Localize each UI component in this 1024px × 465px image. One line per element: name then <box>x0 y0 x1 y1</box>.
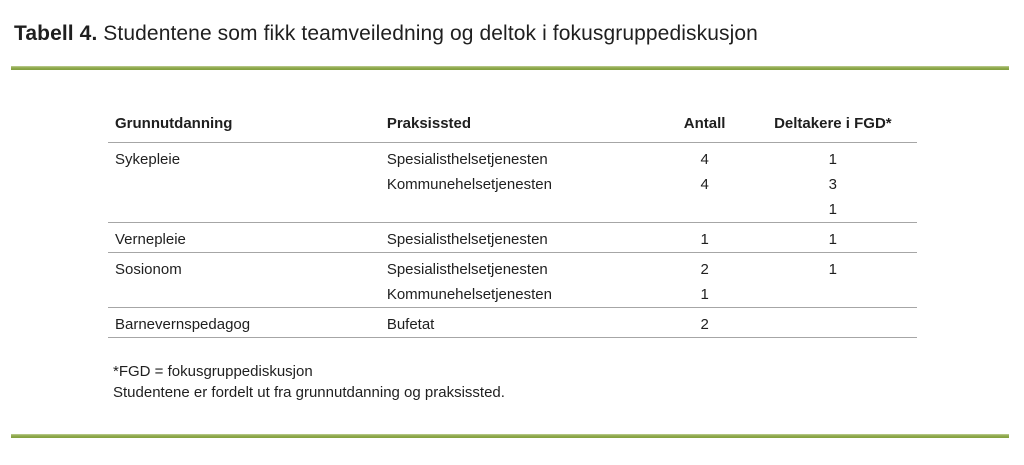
table-cell <box>108 172 380 197</box>
table-cell: Vernepleie <box>115 231 186 248</box>
footnote-line: Studentene er fordelt ut fra grunnutdann… <box>113 384 505 401</box>
table-container: Grunnutdanning Praksissted Antall Deltakere… <box>108 108 917 338</box>
table-cell <box>749 308 917 338</box>
table-row: Kommunehelsetjenesten 1 <box>108 282 917 308</box>
table-cell: Bufetat <box>386 316 435 333</box>
column-header: Grunnutdanning <box>108 108 380 143</box>
table-cell: Sosionom <box>115 261 182 278</box>
table-title-text: Studentene som fikk teamveiledning og de… <box>97 22 758 45</box>
bottom-green-rule <box>11 434 1009 438</box>
table-cell: 4 <box>700 151 709 168</box>
table-group: Barnevernspedagog Bufetat 2 <box>108 308 917 338</box>
table-row: Barnevernspedagog Bufetat 2 <box>108 308 917 338</box>
table-number-label: Tabell 4. <box>14 22 98 45</box>
table-cell <box>108 282 380 308</box>
footnote-line: *FGD = fokusgruppediskusjon <box>113 363 313 380</box>
table-cell: Spesialisthelsetjenesten <box>386 261 548 278</box>
table-cell: 1 <box>828 231 838 248</box>
top-green-rule <box>11 66 1009 70</box>
column-header: Deltakere i FGD* <box>748 108 917 143</box>
page-title: Tabell 4. Studentene som fikk teamveiled… <box>14 22 758 46</box>
table-row: Kommunehelsetjenesten 4 3 <box>108 172 917 197</box>
table-group: Vernepleie Spesialisthelsetjenesten 1 1 <box>108 223 917 253</box>
table-row: Sosionom Spesialisthelsetjenesten 2 1 <box>108 253 917 283</box>
column-header: Praksissted <box>379 108 661 143</box>
table-cell: 4 <box>700 176 709 193</box>
table-header: Grunnutdanning Praksissted Antall Deltakere… <box>108 108 917 143</box>
table-cell: 2 <box>700 261 709 278</box>
table-cell: 2 <box>700 316 709 333</box>
table-cell: Barnevernspedagog <box>115 316 251 333</box>
table-cell: Kommunehelsetjenesten <box>386 286 552 303</box>
table-cell <box>661 197 749 223</box>
table-cell: 1 <box>828 201 838 218</box>
table-cell: 1 <box>828 151 838 168</box>
table-cell <box>108 197 380 223</box>
table-group: Sykepleie Spesialisthelsetjenesten 4 1 Kommu… <box>108 143 917 223</box>
table-row: 1 <box>108 197 917 223</box>
table-cell: 1 <box>828 261 838 278</box>
table-cell: Spesialisthelsetjenesten <box>386 151 548 168</box>
table-footnotes: *FGD = fokusgruppediskusjon Studentene er… <box>113 361 505 403</box>
table-cell <box>380 197 661 223</box>
table-group: Sosionom Spesialisthelsetjenesten 2 1 Kommun… <box>108 253 917 308</box>
table-cell: 1 <box>700 231 709 248</box>
table-cell: 1 <box>700 286 709 303</box>
table-cell: Sykepleie <box>115 151 181 168</box>
table-row: Vernepleie Spesialisthelsetjenesten 1 1 <box>108 223 917 253</box>
table-cell: Kommunehelsetjenesten <box>386 176 552 193</box>
table-cell <box>749 282 917 308</box>
column-header: Antall <box>660 108 749 143</box>
table-cell: Spesialisthelsetjenesten <box>386 231 548 248</box>
table-header-row: Grunnutdanning Praksissted Antall Deltakere… <box>108 108 917 143</box>
table-cell: 3 <box>828 176 838 193</box>
students-table: Grunnutdanning Praksissted Antall Deltakere… <box>108 108 917 338</box>
table-row: Sykepleie Spesialisthelsetjenesten 4 1 <box>108 143 917 173</box>
